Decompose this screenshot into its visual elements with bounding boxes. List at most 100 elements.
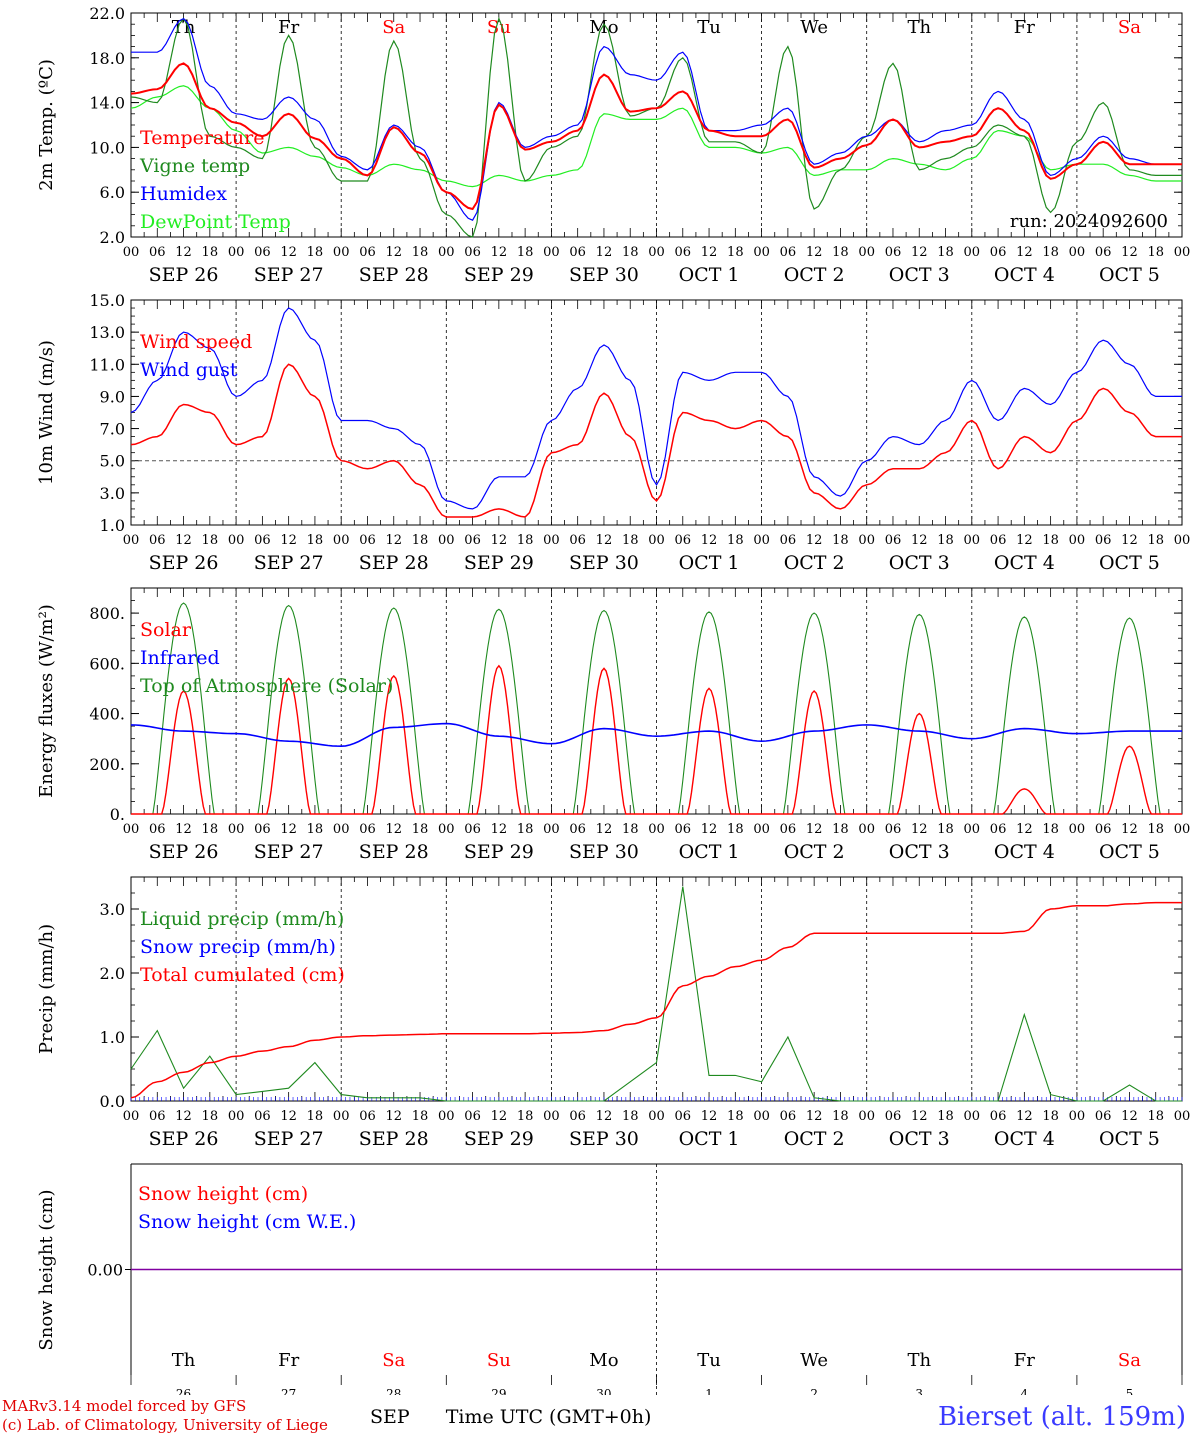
wind-hour-label: 06 (149, 533, 166, 548)
wind-hour-label: 12 (806, 533, 823, 548)
temp-ytick-label: 2.0 (100, 228, 125, 247)
temp-day-name: Fr (1014, 17, 1035, 38)
wind-ytick-label: 15.0 (89, 291, 125, 310)
snow-day-name: Fr (1014, 1350, 1035, 1371)
snow-day-number: 28 (386, 1387, 401, 1395)
precip-hour-label: 06 (149, 1109, 166, 1124)
solar-line (971, 788, 1077, 815)
snow-day-number: 2 (810, 1387, 818, 1395)
energy-hour-label: 18 (517, 822, 534, 837)
precip-hour-label: 00 (858, 1109, 875, 1124)
temp-day-name: Tu (697, 17, 721, 38)
temp-day-name: Mo (589, 17, 618, 38)
energy-hour-label: 06 (1095, 822, 1112, 837)
energy-hour-label: 00 (123, 822, 140, 837)
temp-hour-label: 18 (727, 245, 744, 260)
energy-hour-label: 06 (254, 822, 271, 837)
precip-date-label: SEP 29 (464, 1128, 534, 1150)
wind-date-label: SEP 27 (254, 552, 324, 574)
temp-hour-label: 00 (648, 245, 665, 260)
temp-hour-label: 06 (569, 245, 586, 260)
energy-date-label: SEP 28 (359, 841, 429, 863)
wind-hour-label: 00 (1069, 533, 1086, 548)
temp-hour-label: 12 (701, 245, 718, 260)
temp-hour-label: 18 (1147, 245, 1164, 260)
wind-date-label: SEP 29 (464, 552, 534, 574)
toa-solar-line (446, 608, 552, 815)
precip-date-label: SEP 27 (254, 1128, 324, 1150)
energy-hour-label: 12 (385, 822, 402, 837)
energy-hour-label: 12 (806, 822, 823, 837)
temp-date-label: SEP 26 (149, 264, 219, 286)
snow-day-name: Th (907, 1350, 931, 1371)
total-cumulated-line (130, 901, 1182, 1099)
temp-hour-label: 00 (333, 245, 350, 260)
wind-date-label: OCT 5 (1099, 552, 1160, 574)
precip-date-label: OCT 1 (679, 1128, 740, 1150)
temp-hour-label: 00 (123, 245, 140, 260)
legend-entry: Snow height (cm) (138, 1183, 308, 1205)
solar-line (551, 667, 657, 815)
precip-date-label: OCT 4 (994, 1128, 1055, 1150)
wind-ytick-label: 13.0 (89, 323, 125, 342)
precip-ytick-label: 1.0 (100, 1028, 125, 1047)
wind-hour-label: 00 (228, 533, 245, 548)
time-axis-title: SEP Time UTC (GMT+0h) (370, 1406, 651, 1428)
wind-hour-label: 12 (175, 533, 192, 548)
legend-entry: Solar (140, 619, 192, 641)
temp-date-label: SEP 30 (569, 264, 639, 286)
precip-hour-label: 00 (964, 1109, 981, 1124)
wind-hour-label: 06 (359, 533, 376, 548)
snow-panel: 0.00 Snow height (cm) Snow height (cm) Snow… (36, 1163, 1183, 1395)
wind-hour-label: 06 (675, 533, 692, 548)
legend-entry: Wind speed (140, 331, 252, 353)
wind-hour-label: 00 (858, 533, 875, 548)
energy-hour-label: 00 (438, 822, 455, 837)
toa-solar-line (1076, 617, 1182, 815)
wind-date-label: SEP 28 (359, 552, 429, 574)
snow-day-name: Tu (697, 1350, 721, 1371)
temp-hour-label: 12 (1121, 245, 1138, 260)
precip-hour-label: 00 (543, 1109, 560, 1124)
wind-ytick-label: 1.0 (100, 516, 125, 535)
wind-hour-label: 00 (123, 533, 140, 548)
toa-solar-line (236, 604, 342, 815)
solar-line (341, 674, 447, 815)
precip-hour-label: 18 (517, 1109, 534, 1124)
legend-entry: Vigne temp (139, 155, 250, 177)
temp-hour-label: 18 (517, 245, 534, 260)
snow-day-name: Mo (589, 1350, 618, 1371)
energy-hour-label: 00 (1069, 822, 1086, 837)
solar-line (656, 687, 762, 815)
temp-hour-label: 06 (464, 245, 481, 260)
temp-series-line (131, 17, 1182, 221)
temp-series-line (130, 85, 1182, 188)
temp-date-label: OCT 5 (1099, 264, 1160, 286)
wind-hour-label: 18 (1147, 533, 1164, 548)
precip-ylabel: Precip (mm/h) (36, 924, 57, 1054)
precip-hour-label: 00 (1174, 1109, 1191, 1124)
precip-date-label: OCT 5 (1099, 1128, 1160, 1150)
temp-date-label: SEP 28 (359, 264, 429, 286)
toa-solar-line (341, 607, 447, 815)
wind-hour-label: 12 (596, 533, 613, 548)
wind-hour-label: 18 (937, 533, 954, 548)
energy-hour-label: 12 (1121, 822, 1138, 837)
energy-hour-label: 06 (464, 822, 481, 837)
snow-day-name: We (800, 1350, 828, 1371)
snow-day-number: 30 (596, 1387, 611, 1395)
wind-date-label: OCT 4 (994, 552, 1055, 574)
legend-entry: DewPoint Temp (140, 211, 291, 233)
snow-day-number: 4 (1021, 1387, 1029, 1395)
energy-date-label: SEP 26 (149, 841, 219, 863)
temp-series-line (130, 62, 1182, 211)
precip-hour-label: 12 (385, 1109, 402, 1124)
temp-date-label: OCT 1 (679, 264, 740, 286)
temp-hour-label: 18 (1042, 245, 1059, 260)
temp-day-name: We (800, 17, 828, 38)
temp-hour-label: 18 (832, 245, 849, 260)
temp-hour-label: 12 (806, 245, 823, 260)
precip-hour-label: 18 (1147, 1109, 1164, 1124)
energy-hour-label: 06 (359, 822, 376, 837)
wind-hour-label: 00 (648, 533, 665, 548)
